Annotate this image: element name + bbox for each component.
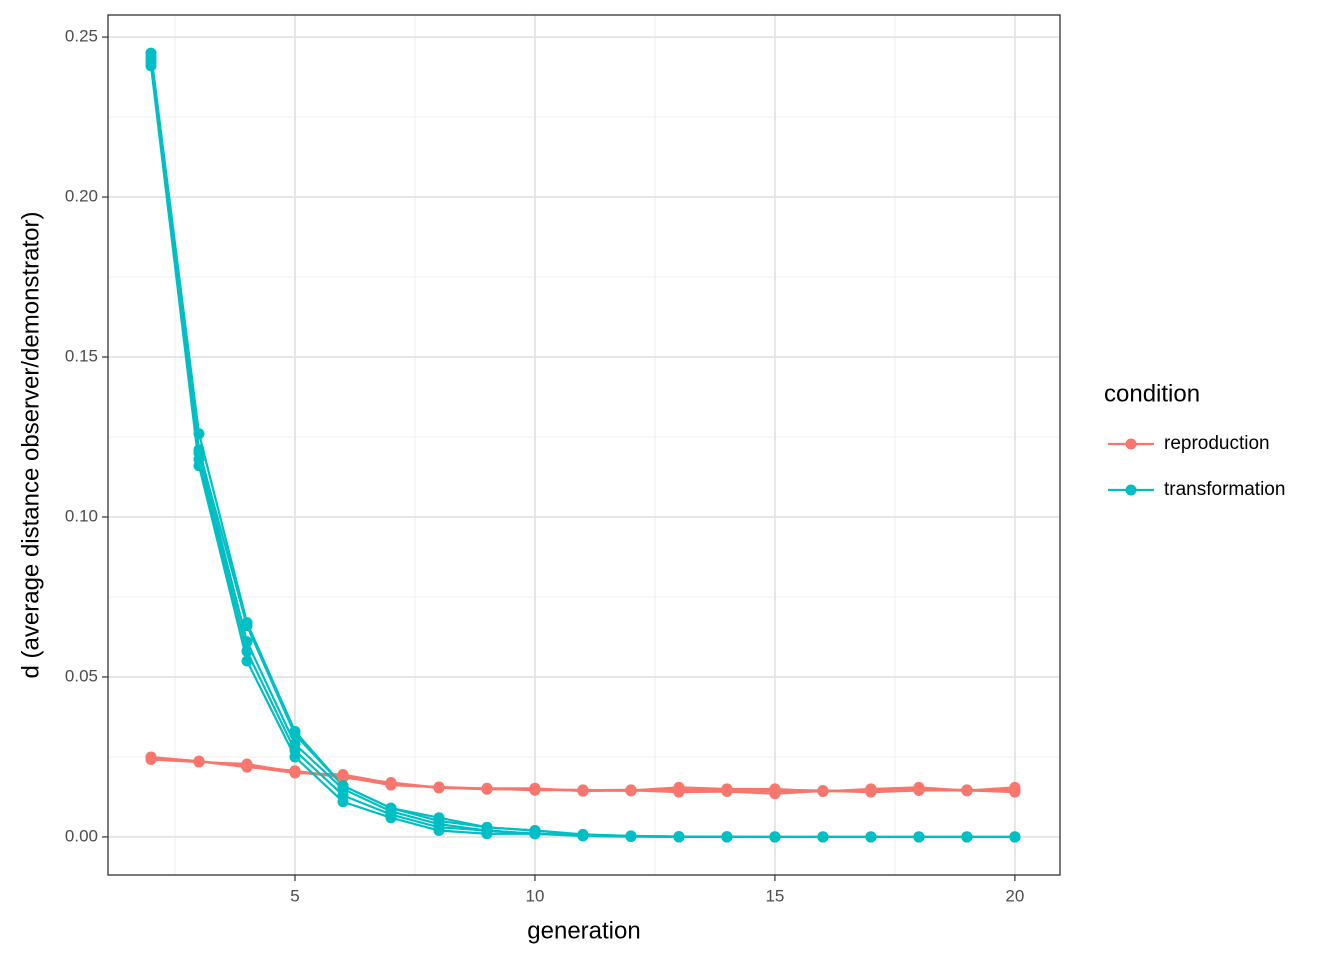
x-tick-label: 15 xyxy=(765,886,784,905)
x-tick-label: 5 xyxy=(290,886,299,905)
legend-label: reproduction xyxy=(1164,433,1270,454)
y-tick-label: 0.05 xyxy=(65,666,98,685)
y-tick-label: 0.10 xyxy=(65,506,98,525)
y-tick-label: 0.25 xyxy=(65,27,98,46)
plot-border xyxy=(107,14,1061,876)
data-point xyxy=(625,831,637,843)
data-point xyxy=(145,751,157,763)
data-point xyxy=(241,761,253,773)
data-point xyxy=(577,784,589,796)
legend-key-point xyxy=(1125,438,1137,450)
data-point xyxy=(673,831,685,843)
data-point xyxy=(817,831,829,843)
data-point xyxy=(1009,785,1021,797)
data-point xyxy=(577,830,589,842)
data-point xyxy=(145,60,157,72)
data-point xyxy=(481,783,493,795)
data-point xyxy=(961,831,973,843)
data-point xyxy=(289,729,301,741)
x-tick-label: 10 xyxy=(525,886,544,905)
data-point xyxy=(337,796,349,808)
data-point xyxy=(913,831,925,843)
data-point xyxy=(1009,831,1021,843)
data-point xyxy=(193,755,205,767)
data-point xyxy=(817,785,829,797)
data-point xyxy=(385,777,397,789)
data-point xyxy=(241,636,253,648)
data-point xyxy=(241,655,253,667)
data-point xyxy=(865,831,877,843)
series-line xyxy=(149,62,1015,839)
data-point xyxy=(769,831,781,843)
data-point xyxy=(913,784,925,796)
data-point xyxy=(193,428,205,440)
y-axis-title: d (average distance observer/demonstrato… xyxy=(17,212,44,679)
data-point xyxy=(337,772,349,784)
data-point xyxy=(385,812,397,824)
data-point xyxy=(721,831,733,843)
data-point xyxy=(673,785,685,797)
data-point xyxy=(433,782,445,794)
data-point xyxy=(193,460,205,472)
x-tick-label: 20 xyxy=(1005,886,1024,905)
legend-key-point xyxy=(1125,484,1137,496)
y-tick-label: 0.15 xyxy=(65,347,98,366)
legend-title: condition xyxy=(1104,380,1200,407)
data-point xyxy=(433,825,445,837)
x-axis-title: generation xyxy=(527,917,640,944)
data-point xyxy=(865,785,877,797)
data-point xyxy=(961,784,973,796)
data-point xyxy=(529,828,541,840)
data-point xyxy=(241,620,253,632)
data-point xyxy=(721,784,733,796)
data-point xyxy=(529,783,541,795)
y-tick-label: 0.00 xyxy=(65,826,98,845)
data-point xyxy=(241,645,253,657)
data-point xyxy=(289,765,301,777)
legend-label: transformation xyxy=(1164,479,1285,500)
data-point xyxy=(769,784,781,796)
y-tick-label: 0.20 xyxy=(65,187,98,206)
data-point xyxy=(289,751,301,763)
data-point xyxy=(481,828,493,840)
data-point xyxy=(625,784,637,796)
